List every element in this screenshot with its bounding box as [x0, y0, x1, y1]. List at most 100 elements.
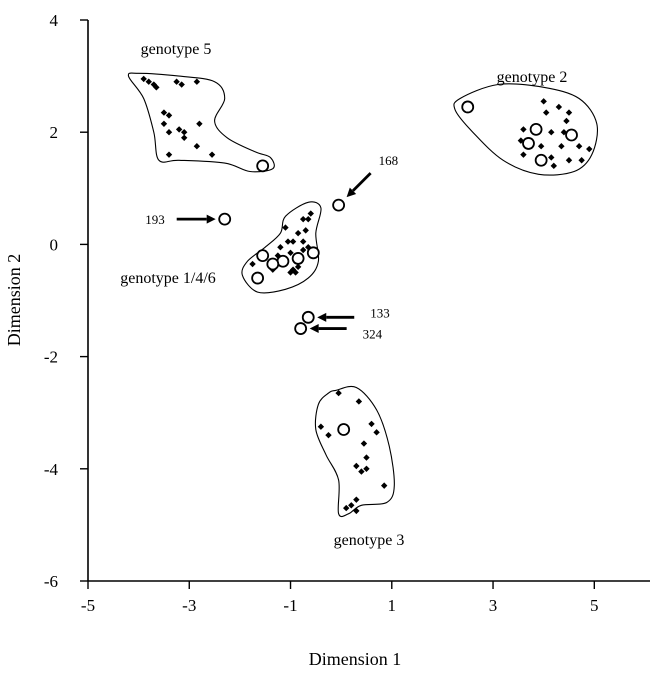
filled-point — [550, 162, 558, 170]
cluster-labels: genotype 5 genotype 2 genotype 1/4/6 genoty… — [120, 41, 567, 549]
filled-point — [578, 157, 585, 164]
filled-point — [193, 78, 201, 85]
filled-point — [548, 129, 555, 136]
open-point — [534, 153, 548, 167]
filled-point — [292, 269, 299, 276]
outlier-point-324 — [294, 322, 308, 335]
filled-point — [343, 504, 350, 512]
cluster-outline-genotype-1-4-6 — [241, 201, 322, 294]
arrow-133-head — [317, 312, 327, 322]
filled-point — [586, 145, 593, 153]
annotations: 193 168 133 324 — [145, 153, 398, 341]
x-tick-label: 3 — [489, 596, 498, 615]
cluster-label: genotype 2 — [497, 69, 568, 86]
filled-point — [335, 389, 342, 397]
arrow-168-head — [346, 187, 357, 198]
x-tick-label: 5 — [590, 596, 599, 615]
filled-point — [282, 224, 289, 231]
filled-point — [165, 129, 173, 136]
cluster-outlines — [127, 72, 598, 518]
filled-point — [363, 454, 370, 461]
outlier-label-324: 324 — [363, 327, 383, 342]
cluster-label: genotype 3 — [334, 532, 405, 549]
filled-point — [558, 143, 565, 150]
x-tick-label: -1 — [283, 596, 297, 615]
outlier-point-133 — [301, 310, 315, 324]
y-axis-title: Dimension 2 — [4, 254, 24, 347]
filled-point — [289, 238, 297, 245]
filled-point — [373, 429, 380, 436]
filled-point — [565, 109, 573, 116]
outlier-label-168: 168 — [379, 153, 399, 168]
filled-point — [287, 269, 294, 276]
filled-point — [548, 154, 555, 161]
filled-point — [575, 143, 583, 150]
arrow-168-shaft — [351, 172, 372, 192]
filled-point — [175, 126, 183, 133]
filled-point — [160, 120, 168, 127]
y-tick-label: -2 — [44, 348, 58, 367]
arrow-324-head — [309, 324, 319, 334]
filled-point — [540, 98, 547, 105]
filled-point — [140, 75, 147, 83]
filled-point — [380, 482, 388, 489]
data-points — [140, 75, 593, 515]
filled-point — [520, 151, 527, 158]
filled-point — [353, 507, 360, 515]
cluster-label: genotype 1/4/6 — [120, 270, 216, 287]
filled-point — [150, 81, 158, 88]
x-tick-label: -5 — [81, 596, 95, 615]
filled-point — [555, 103, 563, 111]
x-tick-label: -3 — [182, 596, 196, 615]
cluster-outline-genotype-5 — [127, 72, 275, 173]
filled-point — [287, 249, 294, 257]
outlier-point-168 — [332, 198, 346, 212]
open-point — [251, 271, 265, 285]
filled-point — [284, 238, 292, 245]
filled-point — [543, 109, 550, 116]
filled-point — [363, 465, 370, 472]
filled-point — [302, 227, 309, 234]
open-point — [306, 246, 320, 260]
filled-point — [299, 246, 307, 254]
filled-point — [307, 210, 314, 217]
filled-point — [294, 263, 302, 271]
cluster-outline-genotype-3 — [314, 385, 395, 518]
filled-point — [193, 143, 201, 150]
arrow-193-head — [206, 214, 216, 224]
y-tick-label: -6 — [44, 572, 58, 591]
filled-point — [520, 126, 527, 133]
open-point — [256, 249, 270, 263]
cluster-label: genotype 5 — [141, 41, 212, 58]
filled-point — [368, 420, 375, 428]
filled-point — [353, 462, 360, 470]
open-point — [522, 137, 535, 150]
filled-point — [249, 260, 256, 268]
cluster-outline-genotype-2 — [453, 83, 598, 176]
open-point — [266, 257, 280, 271]
y-tick-label: -4 — [44, 460, 59, 479]
open-point — [291, 252, 305, 265]
filled-point — [294, 229, 302, 237]
y-tick-label: 0 — [50, 235, 59, 254]
y-tick-label: 2 — [50, 123, 59, 142]
filled-point — [517, 137, 525, 144]
filled-point — [563, 117, 570, 125]
filled-point — [145, 78, 152, 85]
axes: -5 -3 -1 1 3 5 -6 -4 -2 0 2 4 — [44, 11, 650, 615]
filled-point — [160, 109, 168, 116]
filled-point — [325, 431, 332, 439]
filled-point — [358, 468, 365, 475]
open-point — [565, 128, 578, 142]
filled-point — [353, 496, 360, 503]
filled-point — [196, 120, 203, 127]
filled-point — [208, 151, 216, 158]
filled-point — [305, 215, 312, 223]
outlier-label-193: 193 — [145, 212, 165, 227]
filled-point — [277, 244, 284, 251]
filled-point — [348, 502, 355, 509]
filled-point — [317, 423, 325, 430]
filled-point — [153, 84, 160, 91]
filled-point — [537, 143, 545, 150]
